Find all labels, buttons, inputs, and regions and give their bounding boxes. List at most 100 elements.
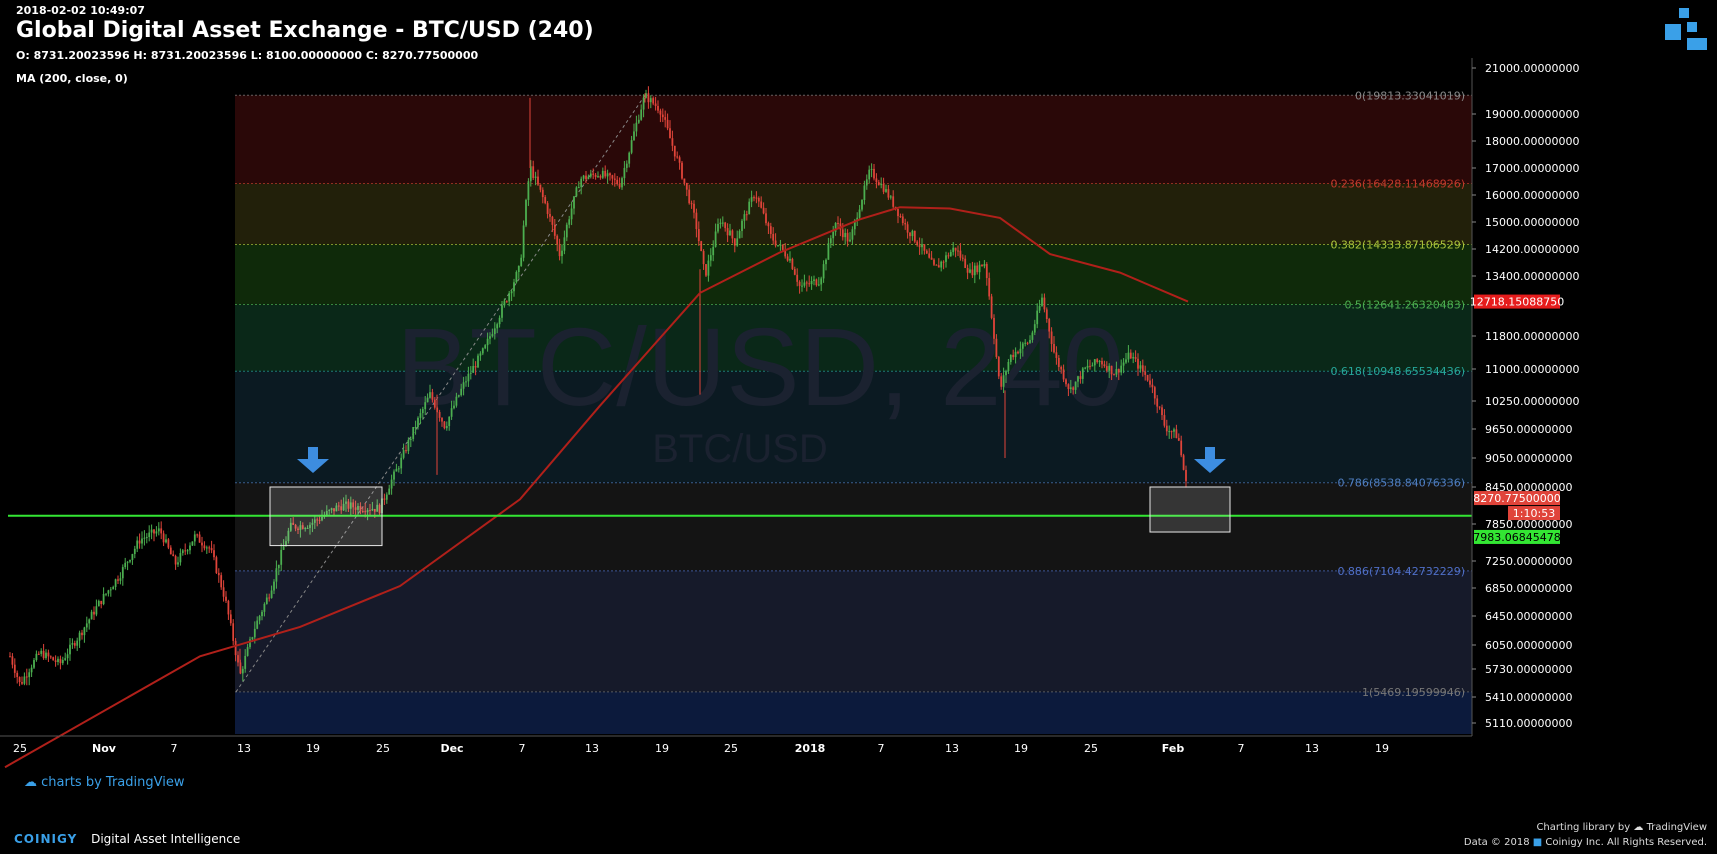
candle-body: [33, 660, 35, 668]
candle-body: [1108, 365, 1111, 371]
candle-body: [949, 252, 952, 257]
candle-body: [505, 301, 508, 303]
candle-body: [395, 468, 398, 472]
price-tick-label: 11000.00000000: [1485, 363, 1579, 376]
candle-body: [270, 590, 273, 598]
indicator-legend[interactable]: MA (200, close, 0): [16, 72, 128, 85]
close-price-tag: 8270.77500000: [1473, 492, 1560, 505]
candle-body: [1115, 368, 1118, 375]
candle-body: [1069, 387, 1072, 390]
candle-body: [541, 189, 544, 198]
candle-body: [983, 264, 986, 267]
candle-body: [717, 223, 719, 232]
candle-body: [373, 508, 376, 512]
candle-body: [1072, 387, 1075, 390]
candle-body: [580, 178, 583, 188]
candle-body: [657, 105, 659, 111]
candle-body: [11, 656, 14, 665]
candle-body: [133, 548, 136, 555]
candle-body: [277, 564, 280, 569]
candle-body: [925, 250, 928, 254]
candle-body: [378, 504, 381, 514]
candle-body: [438, 412, 441, 418]
candle-body: [364, 511, 367, 513]
candle-body: [1110, 365, 1113, 375]
candle-body: [1081, 368, 1084, 379]
price-tags: 12718.15088750 8270.77500000 1:10:53 7983.0…: [1470, 294, 1564, 544]
candle-body: [834, 222, 837, 232]
candle-body: [750, 197, 753, 202]
candle-body: [585, 175, 587, 179]
candle-body: [805, 282, 808, 284]
candle-body: [1048, 319, 1051, 332]
candle-body: [155, 531, 158, 534]
candle-body: [959, 250, 962, 258]
fib-band-0: [235, 95, 1472, 184]
candle-body: [937, 265, 940, 268]
candle-body: [1103, 364, 1106, 367]
candle-body: [1177, 438, 1180, 441]
candle-body: [1134, 357, 1137, 359]
down-arrows: [297, 447, 1226, 473]
candle-body: [853, 220, 856, 230]
candle-body: [261, 611, 263, 617]
candle-body: [820, 278, 823, 285]
data-credit: Data © 2018: [1463, 837, 1530, 848]
candle-body: [213, 550, 215, 558]
down-arrow-icon: [297, 447, 329, 473]
candle-body: [1053, 343, 1055, 353]
chart-title: Global Digital Asset Exchange - BTC/USD …: [16, 18, 594, 43]
candle-body: [189, 545, 191, 551]
candle-body: [736, 238, 739, 246]
candle-body: [76, 640, 79, 646]
candle-body: [688, 189, 691, 204]
fib-band-1: [235, 691, 1472, 734]
candle-body: [897, 209, 899, 217]
candle-body: [640, 109, 643, 120]
highlight-box-1[interactable]: [269, 486, 383, 547]
fib-band-0.618: [235, 371, 1472, 483]
candle-body: [460, 388, 463, 396]
candle-body: [721, 222, 724, 224]
candle-body: [486, 338, 489, 346]
candle-body: [340, 506, 343, 511]
highlight-box-2[interactable]: [1149, 486, 1231, 533]
candle-body: [1021, 343, 1024, 349]
candle-body: [822, 264, 825, 279]
candle-body: [726, 228, 729, 236]
candle-body: [81, 632, 83, 636]
candle-body: [681, 162, 683, 179]
candle-body: [1156, 398, 1159, 407]
candle-body: [753, 197, 755, 199]
candle-body: [78, 632, 81, 641]
candle-body: [215, 557, 218, 573]
candle-body: [961, 257, 964, 259]
candle-body: [407, 439, 410, 452]
candle-body: [397, 468, 400, 470]
price-tick-label: 16000.00000000: [1485, 189, 1579, 202]
tradingview-name[interactable]: TradingView: [1646, 822, 1707, 833]
candle-body: [1137, 358, 1139, 369]
candle-body: [645, 93, 647, 98]
candle-body: [899, 216, 902, 218]
candle-body: [285, 541, 287, 547]
tradingview-badge[interactable]: ☁ charts by TradingView: [24, 775, 184, 790]
candle-body: [1151, 384, 1154, 388]
candle-body: [1043, 297, 1046, 310]
candle-body: [870, 168, 873, 170]
candle-body: [923, 244, 926, 251]
candle-body: [337, 505, 340, 507]
candle-body: [71, 643, 74, 645]
candle-body: [801, 285, 803, 287]
candle-body: [1012, 354, 1015, 358]
candle-body: [832, 231, 835, 239]
candle-body: [880, 183, 883, 186]
candle-body: [400, 457, 403, 469]
candle-body: [767, 223, 770, 227]
candle-body: [781, 244, 784, 250]
time-tick-label: Nov: [92, 742, 117, 755]
candle-body: [150, 529, 153, 533]
candle-body: [301, 525, 304, 529]
candle-body: [537, 176, 539, 185]
